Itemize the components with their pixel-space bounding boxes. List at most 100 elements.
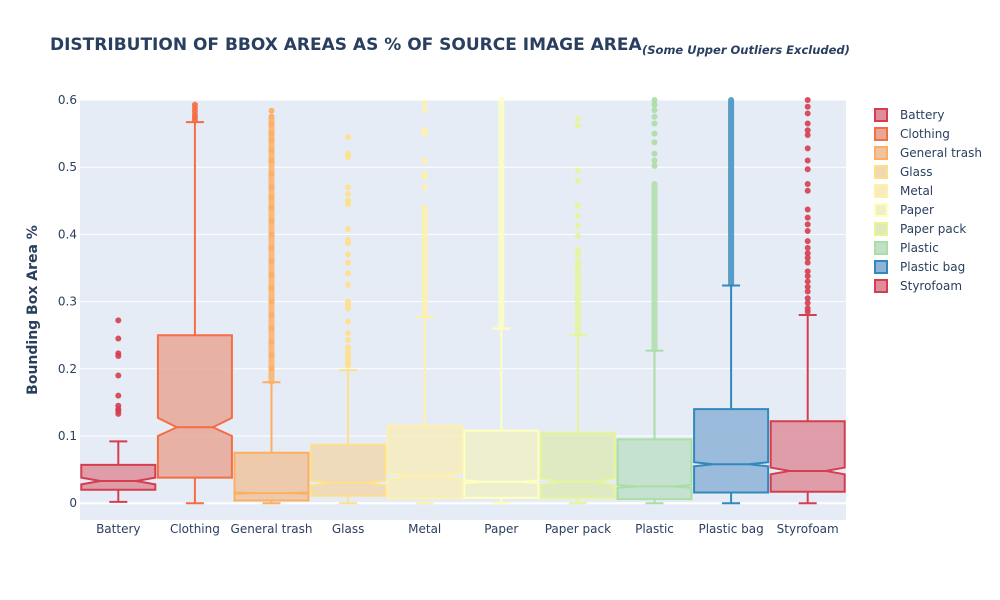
outlier-point	[651, 162, 658, 169]
outlier-point	[268, 137, 275, 144]
outlier-point	[651, 130, 658, 137]
outlier-point	[268, 157, 275, 164]
outlier-point	[345, 259, 352, 266]
outlier-point	[651, 107, 658, 114]
legend-item[interactable]: Glass	[874, 165, 933, 179]
legend-label: General trash	[900, 146, 982, 160]
outlier-point	[804, 299, 811, 306]
box-plastic	[616, 97, 693, 505]
legend-swatch	[874, 203, 888, 217]
legend-swatch	[874, 279, 888, 293]
x-tick-label: Paper pack	[545, 522, 611, 536]
outlier-point	[345, 240, 352, 247]
box-metal	[386, 100, 463, 505]
x-tick-label: Battery	[96, 522, 140, 536]
y-tick-label: 0.1	[58, 429, 77, 443]
outlier-point	[421, 130, 428, 137]
legend-item[interactable]: Styrofoam	[874, 279, 962, 293]
outlier-point	[804, 187, 811, 194]
outlier-point	[268, 194, 275, 201]
outlier-point	[421, 100, 428, 107]
legend-item[interactable]: Plastic	[874, 241, 939, 255]
x-tick-label: Styrofoam	[777, 522, 839, 536]
outlier-point	[345, 362, 352, 369]
outlier-point	[115, 410, 122, 417]
outlier-point	[574, 251, 581, 258]
gridlines	[80, 99, 846, 505]
outlier-point	[345, 330, 352, 337]
x-tick-label: Plastic	[635, 522, 674, 536]
box-clothing	[156, 101, 233, 505]
legend-label: Plastic	[900, 241, 939, 255]
outlier-point	[804, 103, 811, 110]
outlier-point	[421, 157, 428, 164]
legend-item[interactable]: Plastic bag	[874, 260, 965, 274]
outlier-point	[651, 97, 658, 103]
outlier-point	[574, 212, 581, 219]
x-tick-label: Plastic bag	[698, 522, 763, 536]
outlier-point	[345, 184, 352, 191]
outlier-point	[574, 246, 581, 253]
outlier-point	[268, 285, 275, 292]
outlier-point	[268, 121, 275, 128]
outlier-point	[804, 157, 811, 164]
outlier-point	[268, 244, 275, 251]
legend-label: Metal	[900, 184, 933, 198]
outlier-point	[574, 115, 581, 122]
legend-label: Glass	[900, 165, 933, 179]
outlier-point	[804, 221, 811, 228]
y-tick-label: 0	[69, 496, 77, 510]
outlier-point	[804, 273, 811, 280]
outlier-point	[268, 298, 275, 305]
y-axis-ticks: 0 0.1 0.2 0.3 0.4 0.5 0.6	[58, 93, 77, 510]
outlier-point	[574, 232, 581, 239]
outlier-point	[345, 226, 352, 233]
legend-item[interactable]: Clothing	[874, 127, 950, 141]
outlier-point	[421, 174, 428, 181]
outlier-point	[268, 325, 275, 332]
outlier-band	[421, 204, 428, 319]
legend-swatch	[874, 127, 888, 141]
outlier-point	[115, 353, 122, 360]
outlier-point	[268, 365, 275, 372]
box-body	[156, 334, 233, 479]
x-tick-label: Paper	[484, 522, 518, 536]
box-body	[539, 431, 616, 499]
outlier-point	[651, 157, 658, 164]
outlier-band	[498, 97, 505, 331]
legend-item[interactable]: General trash	[874, 146, 982, 160]
outlier-point	[345, 251, 352, 258]
legend-item[interactable]: Paper	[874, 203, 934, 217]
outlier-band	[574, 265, 581, 337]
box-body	[616, 438, 693, 501]
y-tick-label: 0.5	[58, 160, 77, 174]
outlier-point	[345, 191, 352, 198]
outlier-point	[804, 308, 811, 315]
outlier-point	[804, 131, 811, 138]
outlier-point	[804, 238, 811, 245]
outlier-point	[268, 113, 275, 120]
legend-item[interactable]: Paper pack	[874, 222, 966, 236]
box-battery	[80, 317, 157, 503]
legend-item[interactable]: Battery	[874, 108, 944, 122]
y-tick-label: 0.6	[58, 93, 77, 107]
outlier-point	[268, 312, 275, 319]
outlier-point	[804, 228, 811, 235]
legend-label: Plastic bag	[900, 260, 965, 274]
outlier-point	[191, 117, 198, 124]
outlier-point	[804, 254, 811, 261]
legend-swatch	[874, 184, 888, 198]
outlier-point	[651, 101, 658, 108]
legend-swatch	[874, 241, 888, 255]
legend-item[interactable]: Metal	[874, 184, 933, 198]
legend-label: Paper	[900, 203, 934, 217]
x-tick-label: Glass	[332, 522, 365, 536]
outlier-point	[804, 214, 811, 221]
box-body	[693, 408, 770, 494]
chart-subtitle: (Some Upper Outliers Excluded)	[642, 43, 850, 57]
box-glass	[310, 133, 387, 505]
y-tick-label: 0.4	[58, 227, 77, 241]
outlier-point	[804, 166, 811, 173]
outlier-point	[345, 318, 352, 325]
x-axis-ticks: Battery Clothing General trash Glass Metal Pa…	[96, 522, 839, 536]
